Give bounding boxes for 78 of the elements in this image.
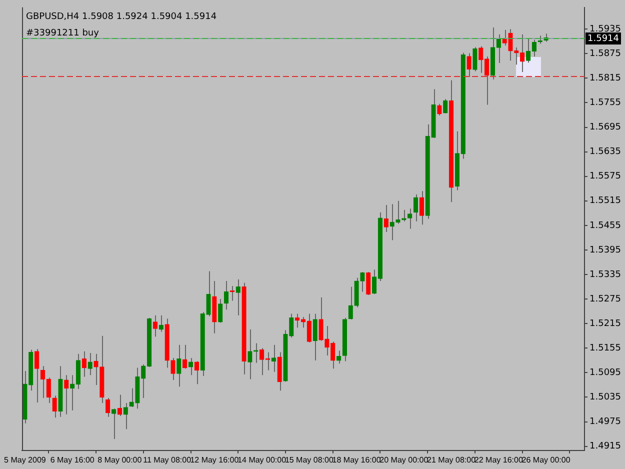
x-tick-label: 11 May 08:00: [143, 455, 192, 464]
x-tick-label: 8 May 00:00: [98, 455, 142, 464]
x-tick-label: 22 May 16:00: [474, 455, 524, 464]
candlestick: [289, 313, 294, 338]
x-tick-label: 15 May 08:00: [284, 455, 334, 464]
x-tick-label: 26 May 00:00: [522, 455, 571, 464]
ref-line-label: 1.5914: [588, 34, 620, 44]
y-tick-label: 1.5095: [590, 368, 622, 378]
y-tick-label: 1.4975: [590, 417, 622, 428]
y-tick-label: 1.5935: [590, 24, 622, 34]
candlestick: [218, 298, 223, 324]
candlestick: [123, 402, 128, 430]
candlestick: [312, 313, 318, 361]
y-tick-label: 1.5695: [590, 122, 622, 133]
y-tick-label: 1.5335: [590, 270, 622, 280]
candlestick: [152, 314, 158, 338]
candlestick: [437, 103, 442, 116]
x-tick-label: 12 May 16:00: [190, 455, 240, 464]
candlestick: [508, 28, 513, 62]
y-tick-label: 1.5155: [590, 343, 622, 354]
candlestick: [188, 357, 194, 376]
candlestick: [419, 190, 424, 226]
candlestick: [520, 34, 525, 73]
x-tick-label: 20 May 00:00: [380, 455, 429, 464]
y-tick-label: 1.5275: [590, 294, 622, 304]
candlestick: [443, 98, 448, 114]
y-tick-label: 1.5755: [590, 98, 622, 108]
candlestick: [324, 326, 330, 356]
candlestick: [52, 395, 57, 418]
y-tick-label: 1.5515: [590, 196, 622, 206]
candlestick: [466, 52, 472, 78]
candlestick: [472, 46, 478, 72]
candlestick: [88, 352, 92, 376]
x-tick-label: 18 May 16:00: [332, 455, 382, 464]
candlestick: [206, 270, 211, 317]
candlestick: [366, 272, 371, 296]
candlestick: [64, 374, 69, 415]
candlestick: [396, 200, 400, 224]
y-tick-label: 1.5635: [590, 147, 622, 158]
candlestick: [271, 344, 276, 372]
candlestick: [129, 388, 134, 408]
candlestick: [111, 408, 116, 440]
candlestick: [106, 398, 110, 418]
candlestick: [82, 350, 86, 378]
candlestick: [348, 286, 353, 320]
y-tick-label: 1.5455: [590, 220, 622, 231]
candlestick: [408, 208, 412, 230]
x-tick-label: 5 May 2009: [4, 455, 46, 464]
candlestick: [390, 204, 394, 241]
x-tick-label: 21 May 08:00: [427, 455, 476, 464]
candlestick: [277, 352, 282, 392]
candlestick: [413, 194, 418, 222]
y-tick-label: 1.5815: [590, 74, 622, 84]
y-tick-label: 1.5215: [590, 318, 622, 329]
ref-line-label: #33991211 buy: [26, 28, 100, 38]
x-tick-label: 6 May 16:00: [50, 455, 95, 464]
y-tick-label: 1.4915: [590, 442, 622, 452]
candlestick: [330, 341, 336, 370]
y-tick-label: 1.5395: [590, 245, 622, 256]
candlestick: [194, 360, 200, 385]
candlestick: [34, 348, 40, 404]
candlestick: [318, 296, 324, 342]
candlestick: [384, 204, 388, 232]
candlestick: [176, 344, 182, 388]
candlestick: [502, 29, 507, 46]
y-tick-label: 1.5575: [590, 172, 622, 182]
text: GBPUSD,H4 1.5908 1.5924 1.5904 1.5914: [26, 12, 217, 22]
y-tick-label: 1.5875: [590, 48, 622, 59]
candlestick: [236, 278, 240, 316]
y-tick-label: 1.5035: [590, 392, 622, 403]
candlestick: [170, 357, 176, 381]
candlestick: [354, 277, 359, 308]
candlestick: [248, 328, 252, 380]
x-tick-label: 14 May 00:00: [238, 455, 287, 464]
candlestick: [360, 272, 365, 292]
candlestick: [496, 34, 501, 64]
candlestick: [224, 280, 229, 310]
candlestick: [94, 353, 98, 386]
